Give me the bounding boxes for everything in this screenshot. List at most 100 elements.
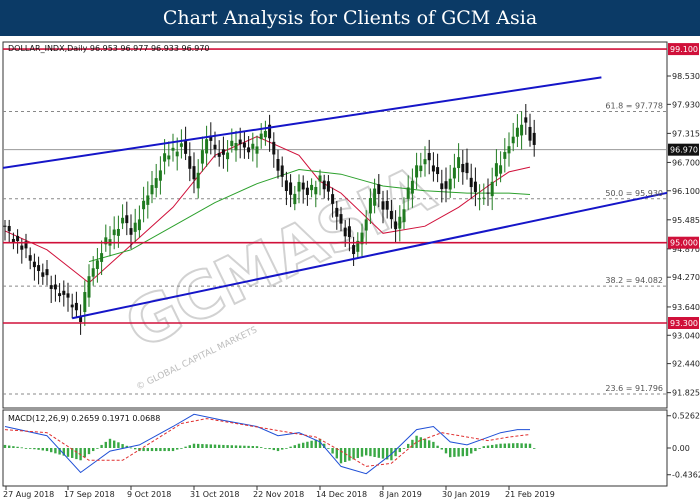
candle-body (74, 302, 78, 311)
candle-body (37, 265, 41, 272)
x-axis-tick-label: 22 Nov 2018 (253, 490, 304, 499)
candle-body (167, 155, 171, 160)
candle-body (238, 139, 242, 145)
y-axis-tick-label: 97.315 (672, 129, 700, 138)
candle-body (83, 292, 87, 313)
candle-body (406, 187, 410, 199)
macd-histogram-bar (58, 448, 61, 455)
macd-histogram-bar (394, 448, 397, 457)
macd-histogram-bar (453, 448, 456, 457)
candle-body (16, 235, 20, 242)
fib-level-label: 61.8 = 97.778 (605, 102, 663, 111)
candle-body (515, 127, 519, 137)
macd-histogram-bar (79, 448, 82, 461)
candle-body (200, 150, 204, 164)
candle-body (32, 261, 36, 268)
macd-histogram-bar (302, 442, 305, 448)
macd-histogram-bar (327, 448, 330, 449)
macd-histogram-bar (24, 448, 28, 449)
macd-histogram-bar (524, 443, 527, 448)
candle-body (347, 226, 351, 238)
candle-body (104, 237, 108, 245)
macd-histogram-bar (415, 435, 418, 448)
candle-body (356, 240, 360, 252)
candle-body (95, 260, 99, 269)
candle-body (457, 157, 461, 169)
macd-histogram-bar (272, 448, 275, 451)
candle-body (24, 241, 28, 249)
candle-body (129, 228, 133, 235)
candle-body (486, 192, 490, 194)
macd-histogram-bar (281, 448, 284, 450)
macd-histogram-bar (205, 444, 208, 448)
macd-histogram-bar (117, 442, 120, 448)
candle-body (154, 178, 158, 188)
candle-body (532, 132, 536, 145)
candle-body (116, 228, 120, 236)
moving-average-fast (4, 135, 531, 284)
candle-body (62, 290, 66, 295)
candle-body (188, 156, 192, 169)
candle-body (318, 175, 322, 182)
candle-body (473, 181, 477, 192)
macd-panel-header: MACD(12,26,9) 0.2659 0.1971 0.0688 (8, 414, 160, 423)
macd-histogram-bar (41, 448, 44, 451)
y-axis-tick-label: 92.440 (672, 360, 700, 369)
macd-histogram-bar (243, 445, 246, 448)
macd-histogram-bar (45, 448, 49, 452)
candle-body (192, 166, 196, 180)
candle-body (528, 126, 532, 141)
x-axis-tick-label: 9 Oct 2018 (127, 490, 171, 499)
macd-histogram-bar (201, 444, 204, 448)
macd-histogram-bar (335, 448, 338, 459)
candle-body (196, 172, 200, 189)
candle-body (310, 184, 314, 191)
macd-histogram-bar (411, 439, 414, 448)
macd-histogram-bar (142, 448, 145, 452)
macd-histogram-bar (428, 440, 431, 448)
candle-body (247, 147, 251, 153)
candle-body (251, 143, 255, 149)
candle-body (444, 181, 448, 189)
candle-body (335, 207, 339, 217)
candle-body (213, 144, 217, 150)
y-axis-tick-label: 96.700 (672, 158, 700, 167)
macd-histogram-bar (465, 448, 469, 456)
macd-histogram-bar (37, 448, 40, 450)
macd-signal-line (4, 418, 531, 467)
macd-y-axis-tick-label: 0.00 (672, 444, 690, 453)
macd-histogram-bar (83, 448, 86, 458)
candle-body (49, 285, 53, 289)
macd-histogram-bar (449, 448, 452, 458)
macd-histogram-bar (184, 446, 187, 448)
candle-body (137, 219, 141, 231)
candle-body (133, 222, 137, 232)
macd-line (4, 413, 530, 475)
x-axis-tick-label: 21 Feb 2019 (505, 490, 555, 499)
macd-histogram-bar (474, 448, 477, 452)
macd-histogram-bar (155, 448, 158, 452)
macd-histogram-bar (50, 448, 53, 453)
macd-histogram-bar (503, 443, 506, 448)
level-price-tag-box (668, 316, 699, 329)
channel-lower-line (71, 191, 667, 320)
macd-histogram-bar (352, 448, 355, 460)
macd-histogram-bar (113, 440, 116, 448)
candle-body (431, 165, 435, 172)
price-panel-header: DOLLAR_INDX,Daily 96.953 96.977 96.933 9… (8, 44, 210, 53)
macd-histogram-bar (356, 448, 359, 459)
macd-y-axis-tick-label: 0.5262 (672, 412, 700, 421)
candle-body (226, 152, 230, 160)
candle-body (297, 181, 301, 192)
macd-histogram-bar (314, 439, 317, 448)
macd-histogram-bar (92, 448, 95, 452)
candle-body (268, 124, 272, 139)
macd-histogram-bar (293, 445, 296, 448)
candle-body (469, 177, 473, 188)
candle-body (402, 209, 406, 223)
candle-body (28, 255, 32, 261)
macd-histogram-bar (482, 446, 485, 448)
macd-histogram-bar (87, 448, 91, 455)
candle-body (171, 147, 175, 151)
candle-body (339, 214, 343, 224)
